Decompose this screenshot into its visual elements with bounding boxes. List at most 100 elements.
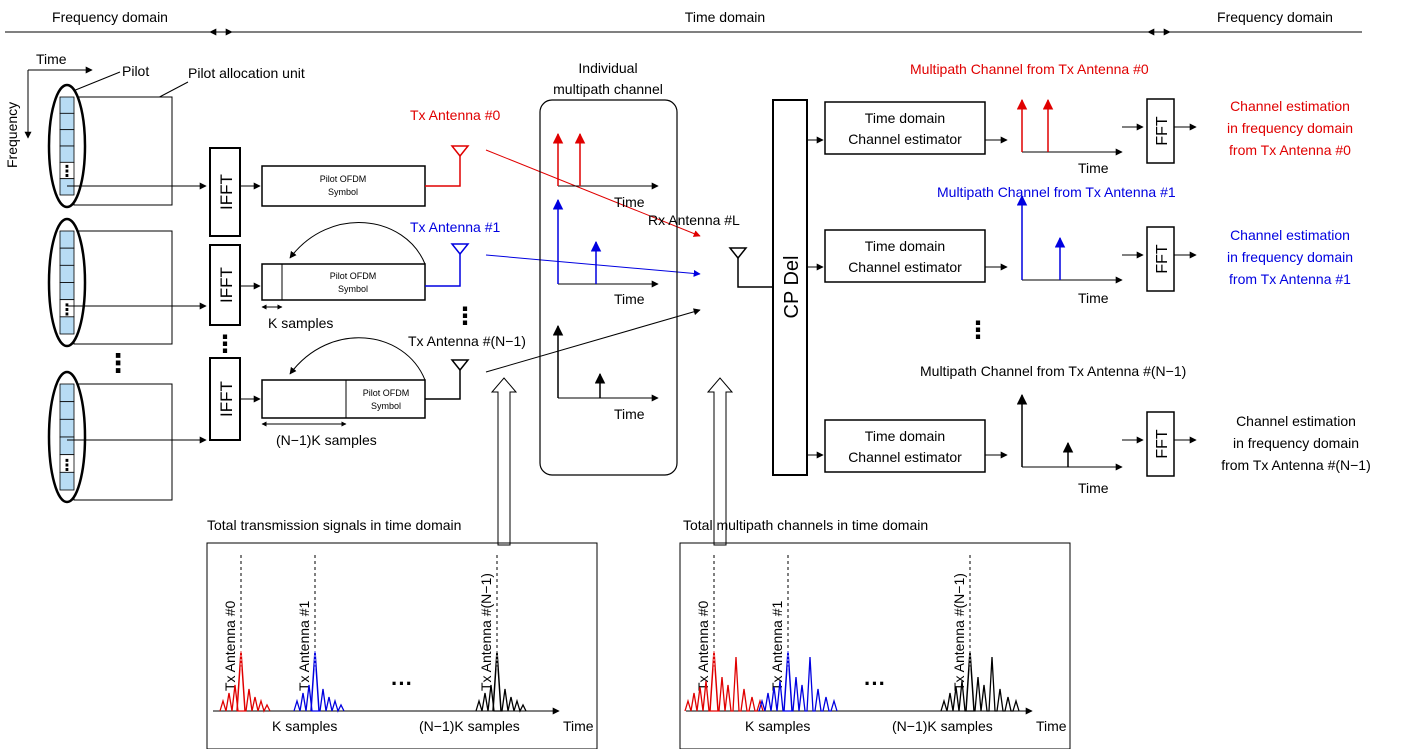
ifft-more-dots: ⋮ [213,331,237,358]
panel-marker-label: Tx Antenna #1 [296,600,312,691]
panel-more-dots: ··· [391,671,413,696]
time-label: Time [614,406,645,422]
channel-box-title-2: multipath channel [553,81,663,97]
fft-label-n: FFT [1154,429,1171,459]
est0-line1: Channel estimation [1230,98,1350,114]
estimator-more-dots: ⋮ [966,317,990,344]
panel-marker-label: Tx Antenna #1 [769,600,785,691]
panel-more-dots: ··· [864,671,886,696]
side-lobes [219,684,271,713]
panel-time-label: Time [1036,718,1067,734]
time-label: Time [1078,160,1109,176]
pilot-dots: ⋮ [59,164,75,181]
pilot-cell [59,316,75,335]
multipath-title-n: Multipath Channel from Tx Antenna #(N−1) [920,363,1186,379]
side-lobes [940,656,1020,712]
estimatorN-line2: Channel estimator [848,449,962,465]
time-label: Time [1078,290,1109,306]
panel-k-samples: K samples [745,718,810,734]
panel-nk-samples: (N−1)K samples [419,718,520,734]
pilot-cell [59,282,75,301]
allocation-unit-box [73,96,173,206]
est1-line1: Channel estimation [1230,227,1350,243]
side-lobes [684,656,764,712]
panel-marker-label: Tx Antenna #0 [222,600,238,691]
estN-line3: from Tx Antenna #(N−1) [1221,457,1371,473]
nk-samples-label: (N−1)K samples [276,432,377,448]
estimators: Time domain Channel estimator Time domai… [807,101,1008,473]
pilot-cell [59,264,75,283]
pilot-cell [59,230,75,249]
pilot-cell [59,178,75,196]
side-lobes [758,656,838,712]
side-lobes [475,684,527,713]
symbolN-line2: Symbol [371,401,401,411]
pilot-label: Pilot [122,63,149,79]
propagation-paths [485,149,701,373]
cp-del-label: CP Del [781,256,803,319]
estN-line1: Channel estimation [1236,413,1356,429]
panel-k-samples: K samples [272,718,337,734]
time-label: Time [1078,480,1109,496]
tx-antenna-1-label: Tx Antenna #1 [410,219,501,235]
allocation-unit-box [73,230,173,345]
time-label: Time [614,194,645,210]
symbol0-line2: Symbol [328,187,358,197]
pilot-cell [59,471,75,491]
ifft-label-n: IFFT [217,381,236,417]
ifft-label-0: IFFT [217,174,236,210]
symbol1-line2: Symbol [338,284,368,294]
estimatorN-line1: Time domain [865,428,945,444]
symbol1-line1: Pilot OFDM [330,271,377,281]
individual-channel-box: Individual multipath channel [539,60,678,476]
frequency-axis-label: Frequency [4,102,20,168]
multipath-title-0: Multipath Channel from Tx Antenna #0 [910,61,1149,77]
pilot-cell [59,112,75,131]
symbolN-line1: Pilot OFDM [363,388,410,398]
pilot-block-more-dots: ⋮ [105,348,131,378]
panel-marker-label: Tx Antenna #(N−1) [478,573,494,691]
fft-blocks: FFT FFT FFT [1146,98,1197,477]
header-right-label: Frequency domain [1217,9,1333,25]
bottom-right-title: Total multipath channels in time domain [683,517,928,533]
rx-section: Rx Antenna #L CP Del [648,99,808,476]
k-samples-label: K samples [268,315,333,331]
pilot-allocation-unit-label: Pilot allocation unit [188,65,305,81]
header-left-label: Frequency domain [52,9,168,25]
pilot-cell [59,129,75,147]
pilot-cell [59,96,75,114]
pilot-cell [59,247,75,266]
header-center-label: Time domain [685,9,765,25]
est0-line3: from Tx Antenna #0 [1229,142,1351,158]
tx-antenna-more-dots: ⋮ [453,303,477,330]
pilot-ofdm-symbols: Pilot OFDM Symbol Pilot OFDM Symbol K sa… [261,165,426,448]
estimator0-line1: Time domain [865,110,945,126]
multipath-title-1: Multipath Channel from Tx Antenna #1 [937,184,1176,200]
estN-line2: in frequency domain [1233,435,1359,451]
ifft-label-1: IFFT [217,267,236,303]
bottom-right-plot: Tx Antenna #0 Tx Antenna #1 Tx Antenna #(N… [684,555,1067,734]
estimator1-line1: Time domain [865,238,945,254]
panel-time-label: Time [563,718,594,734]
rx-antenna-label: Rx Antenna #L [648,212,740,228]
bottom-left-title: Total transmission signals in time domai… [207,517,461,533]
channel-box-title-1: Individual [578,60,637,76]
channel-plots: Time Time Time [552,132,659,422]
pilot-cell [59,418,75,438]
est0-line2: in frequency domain [1227,120,1353,136]
panel-marker-label: Tx Antenna #(N−1) [951,573,967,691]
estimation-outputs: Channel estimation in frequency domain f… [1221,98,1371,473]
pilot-grid-axes: Time Frequency Pilot Pilot allocation un… [4,51,305,168]
hollow-arrows [490,377,734,546]
pilot-cell [59,383,75,403]
est1-line2: in frequency domain [1227,249,1353,265]
tx-antennas: Tx Antenna #0 Tx Antenna #1 ⋮ Tx Antenna… [408,107,526,400]
time-label: Time [614,291,645,307]
tx-antenna-n-label: Tx Antenna #(N−1) [408,333,526,349]
ifft-blocks: IFFT IFFT IFFT ⋮ [209,147,261,441]
time-axis-label: Time [36,51,67,67]
side-lobes [293,684,345,713]
est1-line3: from Tx Antenna #1 [1229,271,1351,287]
pilot-dots: ⋮ [59,457,75,474]
